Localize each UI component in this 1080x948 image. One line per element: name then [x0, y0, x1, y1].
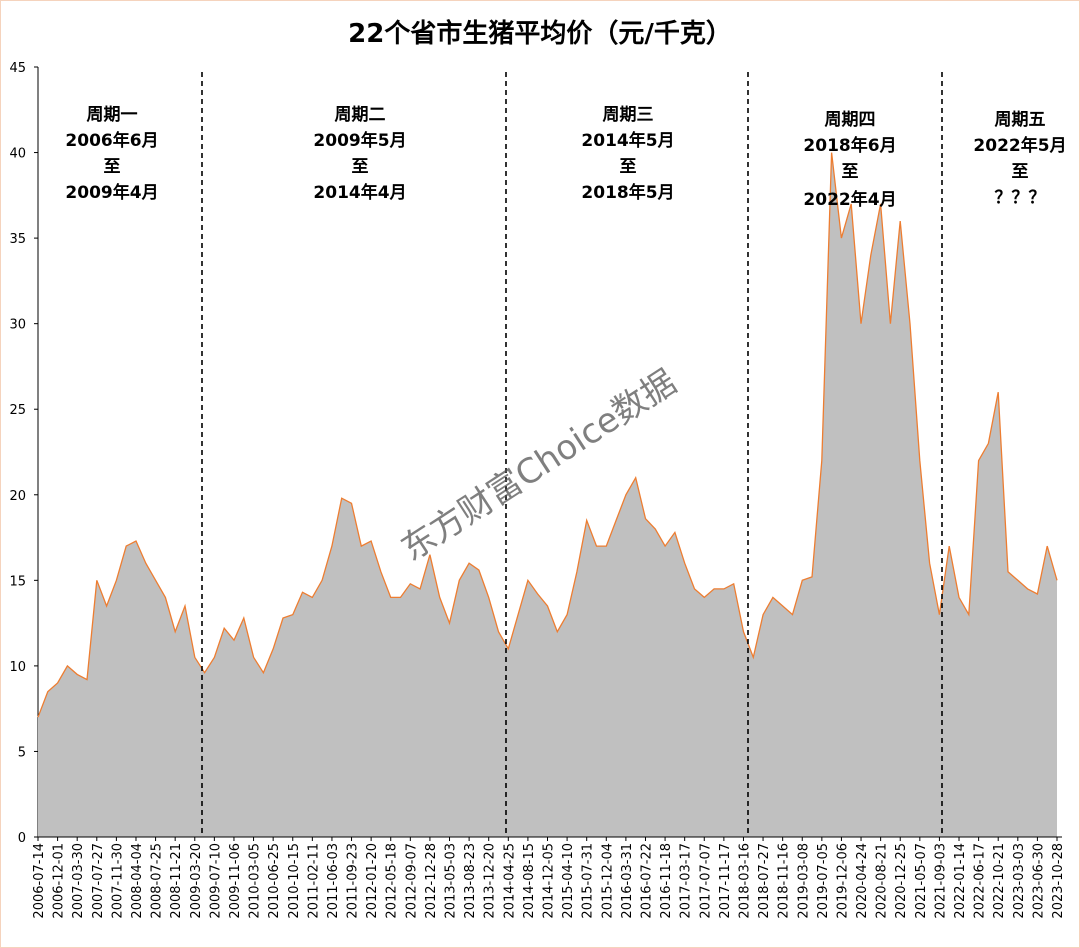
annotation: 2018年5月: [581, 182, 674, 203]
x-tick-label: 2007-03-30: [71, 843, 86, 919]
x-tick-label: 2015-12-04: [600, 843, 615, 919]
annotation: 周期五: [995, 110, 1046, 130]
x-tick-label: 2017-11-17: [718, 843, 733, 919]
x-tick-label: 2023-03-03: [1012, 843, 1027, 919]
annotation: 至: [104, 157, 121, 177]
x-tick-label: 2017-03-17: [679, 843, 694, 919]
x-tick-label: 2012-01-20: [365, 843, 380, 919]
x-tick-label: 2020-08-21: [875, 843, 890, 919]
x-tick-label: 2021-05-07: [914, 843, 929, 919]
x-tick-label: 2021-09-03: [933, 843, 948, 919]
annotation: 2018年6月: [803, 135, 896, 156]
annotation: 周期二: [335, 105, 386, 125]
line: [37, 152, 1058, 718]
x-tick-label: 2020-12-25: [894, 843, 909, 919]
x-tick-label: 2012-12-28: [424, 843, 439, 919]
annotation: 2014年5月: [581, 130, 674, 151]
y-tick-label: 15: [9, 574, 26, 589]
x-tick-label: 2008-04-04: [130, 843, 145, 919]
annotation: 至: [352, 157, 369, 177]
annotation: 至: [842, 162, 859, 182]
x-tick-label: 2006-07-14: [32, 843, 47, 919]
y-tick-label: 30: [9, 318, 26, 333]
x-tick-label: 2014-08-15: [522, 843, 537, 919]
x-tick-label: 2022-10-21: [992, 843, 1007, 919]
x-tick-label: 2023-06-30: [1031, 843, 1046, 919]
x-tick-label: 2010-10-15: [287, 843, 302, 919]
x-tick-label: 2012-05-18: [385, 843, 400, 919]
x-tick-label: 2015-07-31: [581, 843, 596, 919]
y-tick-label: 0: [18, 831, 26, 846]
area: [38, 152, 1057, 838]
x-tick-label: 2008-11-21: [169, 843, 184, 919]
x-tick-label: 2014-12-05: [542, 843, 557, 919]
x-tick-label: 2019-12-06: [835, 843, 850, 919]
y-tick-label: 45: [9, 61, 26, 76]
x-tick-label: 2022-01-14: [953, 843, 968, 919]
x-tick-label: 2012-09-07: [404, 843, 419, 919]
chart-title: 22个省市生猪平均价（元/千克）: [348, 18, 732, 49]
y-tick-label: 35: [9, 232, 26, 247]
x-tick-label: 2018-07-27: [757, 843, 772, 919]
y-tick-label: 10: [9, 660, 26, 675]
x-tick-label: 2023-10-28: [1051, 843, 1066, 919]
x-tick-label: 2011-09-23: [346, 843, 361, 919]
x-tick-label: 2011-06-03: [326, 843, 341, 919]
x-tick-label: 2018-03-16: [737, 843, 752, 919]
annotation: ？？？: [995, 188, 1046, 208]
x-tick-label: 2013-12-20: [483, 843, 498, 919]
annotation: 周期三: [603, 105, 654, 125]
annotation: 2014年4月: [313, 182, 406, 203]
plot: 0 5 10 15 20 25 30 35 40 45 2006-07-14 2006-12-01 20…: [9, 61, 1066, 919]
x-tick-label: 2022-06-17: [973, 843, 988, 919]
y-tick-label: 5: [18, 745, 26, 760]
x-tick-label: 2016-03-31: [620, 843, 635, 919]
x-tick-label: 2010-03-05: [248, 843, 263, 919]
x-tick-label: 2014-04-25: [502, 843, 517, 919]
x-tick-label: 2016-11-18: [659, 843, 674, 919]
annotation: 至: [620, 157, 637, 177]
x-tick-label: 2013-08-23: [463, 843, 478, 919]
x-tick-label: 2010-06-25: [267, 843, 282, 919]
y-tick-label: 20: [9, 489, 26, 504]
x-tick-label: 2006-12-01: [52, 843, 67, 919]
x-tick-label: 2009-07-10: [208, 843, 223, 919]
annotation: 2006年6月: [65, 130, 158, 151]
x-tick-label: 2018-11-16: [777, 843, 792, 919]
cycle-dividers: [201, 72, 943, 837]
x-tick-label: 2019-07-05: [816, 843, 831, 919]
x-tick-label: 2020-04-24: [855, 843, 870, 919]
x-tick-label: 2011-02-11: [306, 843, 321, 919]
x-tick-label: 2019-03-08: [796, 843, 811, 919]
annotation: 2009年5月: [313, 130, 406, 151]
annotation: 2022年5月: [973, 135, 1066, 156]
x-tick-label: 2013-05-03: [444, 843, 459, 919]
x-tick-label: 2007-07-27: [91, 843, 106, 919]
annotation: 周期一: [87, 105, 138, 125]
x-tick-label: 2017-07-07: [698, 843, 713, 919]
x-tick-label: 2008-07-25: [150, 843, 165, 919]
x-tick-label: 2015-04-10: [561, 843, 576, 919]
annotation: 2009年4月: [65, 182, 158, 203]
x-tick-label: 2009-03-20: [189, 843, 204, 919]
x-tick-label: 2007-11-30: [110, 843, 125, 919]
annotation: 2022年4月: [803, 189, 896, 210]
annotation: 至: [1012, 162, 1029, 182]
x-tick-label: 2016-07-22: [639, 843, 654, 919]
y-tick-label: 25: [9, 403, 26, 418]
y-tick-label: 40: [9, 147, 26, 162]
annotation: 周期四: [825, 110, 876, 130]
x-tick-label: 2009-11-06: [228, 843, 243, 919]
